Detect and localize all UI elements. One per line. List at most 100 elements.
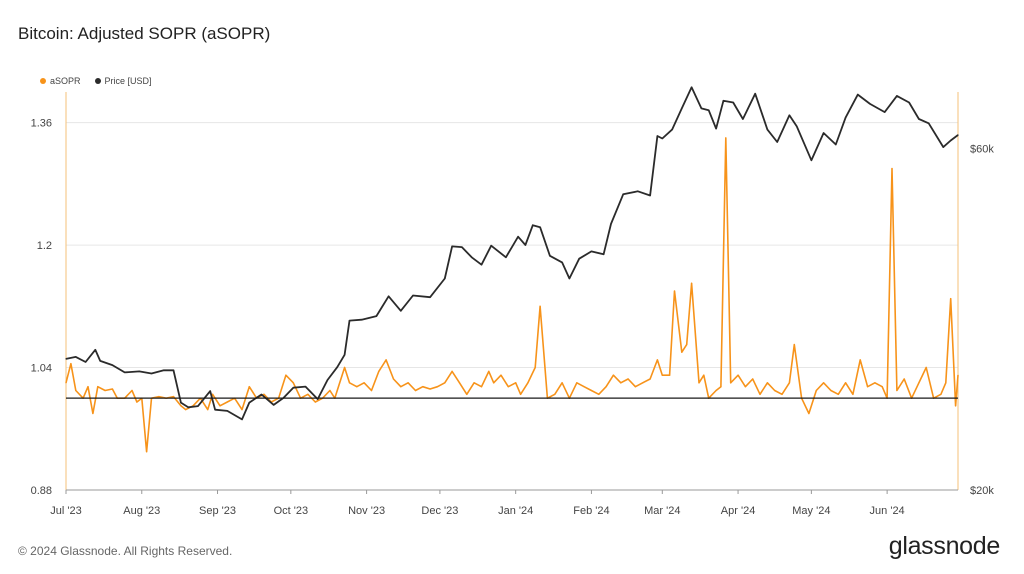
asopr-point	[954, 405, 957, 407]
y-right-tick-label: $60k	[970, 144, 994, 156]
asopr-point	[634, 386, 637, 388]
asopr-point	[527, 382, 529, 384]
price-point	[715, 127, 717, 130]
price-point	[241, 418, 243, 421]
price-point	[942, 146, 944, 148]
price-point	[150, 372, 153, 375]
asopr-point	[172, 396, 175, 398]
asopr-point	[104, 389, 106, 392]
price-point	[84, 361, 87, 363]
asopr-point	[554, 393, 556, 395]
price-point	[361, 319, 363, 321]
price-point	[884, 111, 886, 113]
price-point	[766, 128, 768, 131]
asopr-point	[226, 401, 228, 403]
asopr-point	[844, 382, 847, 384]
x-tick-label: Mar '24	[644, 505, 680, 517]
price-point	[387, 295, 390, 297]
asopr-point	[136, 401, 138, 403]
asopr-point	[649, 378, 651, 380]
price-point	[869, 103, 871, 105]
asopr-point	[285, 374, 287, 376]
asopr-point	[774, 389, 776, 392]
price-point	[561, 261, 563, 264]
asopr-point	[673, 290, 676, 292]
asopr-point	[837, 393, 839, 395]
asopr-swatch-icon	[40, 78, 46, 84]
price-point	[844, 117, 847, 119]
tick-labels: 0.88 1.04 1.2 1.36 $20k $60k Jul '23 Aug '23 Sep…	[31, 118, 995, 517]
price-point	[65, 358, 67, 360]
price-point	[590, 250, 593, 253]
asopr-point	[392, 378, 395, 380]
asopr-point	[400, 386, 402, 388]
asopr-point	[866, 386, 869, 388]
asopr-point	[385, 359, 387, 361]
asopr-point	[422, 386, 424, 388]
asopr-point	[698, 382, 700, 384]
asopr-point	[534, 366, 536, 369]
price-point	[532, 224, 534, 226]
asopr-point	[75, 389, 77, 392]
price-point	[451, 245, 453, 248]
asopr-point	[212, 393, 214, 395]
price-point	[603, 253, 605, 255]
price-point	[517, 236, 519, 238]
asopr-point	[788, 382, 790, 384]
price-point	[471, 256, 473, 258]
price-point	[649, 194, 651, 197]
price-point	[375, 315, 377, 317]
asopr-point	[940, 393, 942, 395]
price-point	[637, 190, 639, 192]
asopr-point	[70, 363, 72, 365]
data-series	[65, 86, 959, 453]
price-point	[480, 264, 483, 266]
price-point	[444, 277, 446, 280]
asopr-point	[918, 382, 920, 384]
price-point	[326, 379, 329, 381]
asopr-point	[466, 393, 468, 395]
asopr-point	[766, 382, 768, 384]
asopr-point	[744, 386, 746, 388]
price-point	[317, 398, 319, 400]
legend-item-asopr[interactable]: aSOPR	[40, 76, 81, 86]
asopr-point	[703, 374, 705, 376]
price-point	[610, 223, 612, 225]
chart-legend: aSOPR Price [USD]	[40, 76, 152, 86]
price-point	[429, 296, 431, 298]
chart-axes	[65, 92, 959, 494]
legend-label-asopr: aSOPR	[50, 76, 81, 86]
price-point	[524, 244, 527, 246]
asopr-point	[92, 412, 94, 415]
asopr-point	[339, 382, 341, 384]
y-left-tick-label: 1.36	[31, 118, 52, 130]
asopr-point	[620, 382, 622, 384]
asopr-point	[903, 378, 905, 380]
asopr-point	[539, 305, 541, 307]
price-point	[187, 406, 189, 408]
legend-label-price: Price [USD]	[104, 76, 152, 86]
asopr-point	[881, 386, 883, 388]
y-left-tick-label: 0.88	[31, 485, 52, 497]
price-point	[742, 118, 744, 120]
x-tick-label: Jun '24	[870, 505, 905, 517]
asopr-point	[759, 393, 761, 395]
y-left-tick-label: 1.2	[37, 240, 52, 252]
legend-item-price[interactable]: Price [USD]	[94, 76, 152, 86]
price-point	[94, 349, 96, 351]
copyright-text: © 2024 Glassnode. All Rights Reserved.	[18, 544, 233, 558]
asopr-point	[681, 351, 683, 353]
asopr-point	[612, 374, 615, 376]
glassnode-logo: glassnode	[888, 532, 1001, 560]
x-tick-label: Jan '24	[498, 505, 533, 517]
asopr-point	[314, 401, 316, 403]
asopr-point	[378, 370, 380, 372]
price-point	[304, 385, 307, 388]
price-point	[461, 246, 463, 248]
asopr-point	[146, 451, 148, 453]
asopr-point	[329, 389, 331, 392]
asopr-point	[407, 382, 409, 384]
asopr-point	[730, 382, 732, 384]
asopr-point	[444, 382, 446, 384]
